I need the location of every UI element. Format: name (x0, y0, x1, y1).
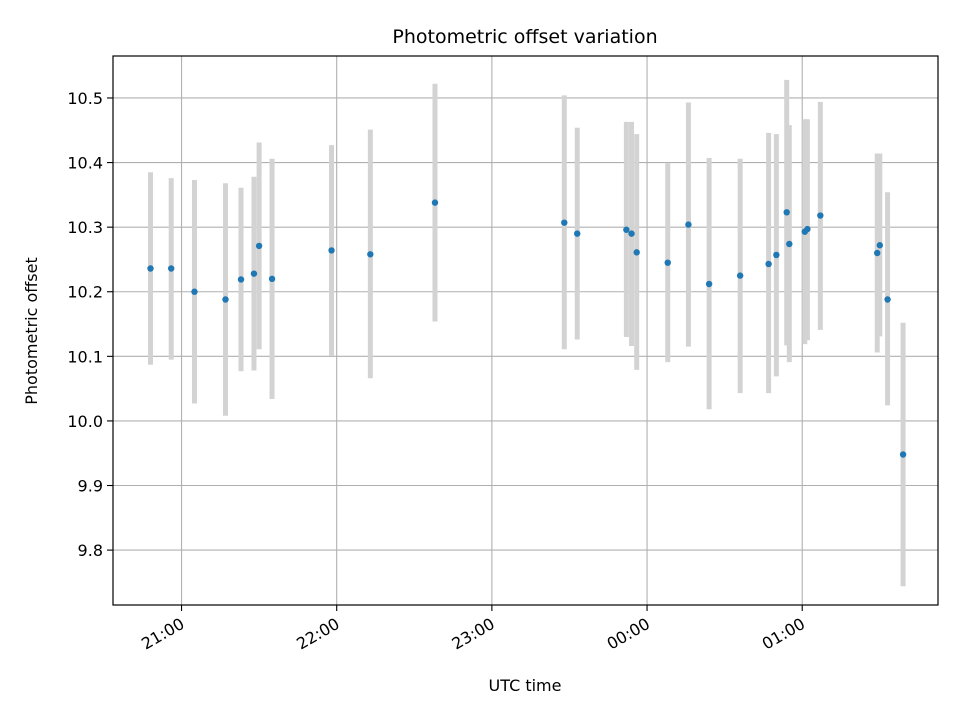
x-tick-label: 22:00 (293, 614, 342, 654)
data-point (786, 240, 793, 248)
data-point (367, 251, 374, 258)
y-tick-label: 10.5 (67, 89, 103, 108)
y-tick-label: 9.9 (78, 477, 103, 496)
data-point (268, 275, 276, 283)
data-point (817, 212, 824, 219)
data-point (804, 225, 811, 233)
data-point (783, 209, 790, 216)
x-tick-label: 00:00 (604, 614, 653, 654)
data-point (899, 451, 907, 458)
data-point (773, 251, 780, 259)
data-point (705, 280, 713, 288)
data-point (685, 221, 692, 228)
data-point (328, 247, 335, 254)
data-point (664, 259, 671, 266)
x-axis: 21:00 22:00 23:00 00:00 01:00 (138, 605, 808, 654)
x-tick-label: 21:00 (138, 614, 187, 654)
data-point (884, 296, 891, 303)
data-point (255, 242, 263, 250)
y-tick-label: 10.1 (67, 347, 103, 366)
plot-frame (112, 55, 939, 606)
data-point (874, 249, 881, 257)
data-point (623, 226, 630, 233)
data-point (876, 242, 884, 249)
data-point (167, 265, 175, 272)
data-point (222, 296, 229, 303)
y-tick-label: 10.3 (67, 218, 103, 237)
data-point (561, 219, 568, 226)
y-axis: 9.8 9.9 10.0 10.1 10.2 10.3 10.4 10.5 (67, 89, 113, 560)
y-tick-label: 9.8 (78, 541, 103, 560)
y-axis-title: Photometric offset (22, 257, 41, 405)
y-tick-label: 10.0 (67, 412, 103, 431)
x-tick-label: 23:00 (448, 614, 497, 654)
data-points (147, 199, 907, 458)
data-point (633, 249, 640, 256)
x-tick-label: 01:00 (759, 614, 808, 654)
data-point (250, 270, 258, 277)
data-point (237, 276, 245, 283)
data-point (191, 288, 198, 295)
y-tick-label: 10.4 (67, 154, 103, 173)
data-point (628, 230, 635, 237)
x-axis-title: UTC time (489, 676, 562, 695)
data-point (574, 230, 581, 237)
data-point (736, 272, 744, 279)
grid (113, 56, 938, 605)
y-tick-label: 10.2 (67, 283, 103, 302)
data-point (147, 265, 154, 272)
error-bars (148, 79, 906, 587)
chart-title: Photometric offset variation (392, 26, 657, 48)
data-point (431, 199, 439, 206)
data-point (765, 260, 772, 268)
